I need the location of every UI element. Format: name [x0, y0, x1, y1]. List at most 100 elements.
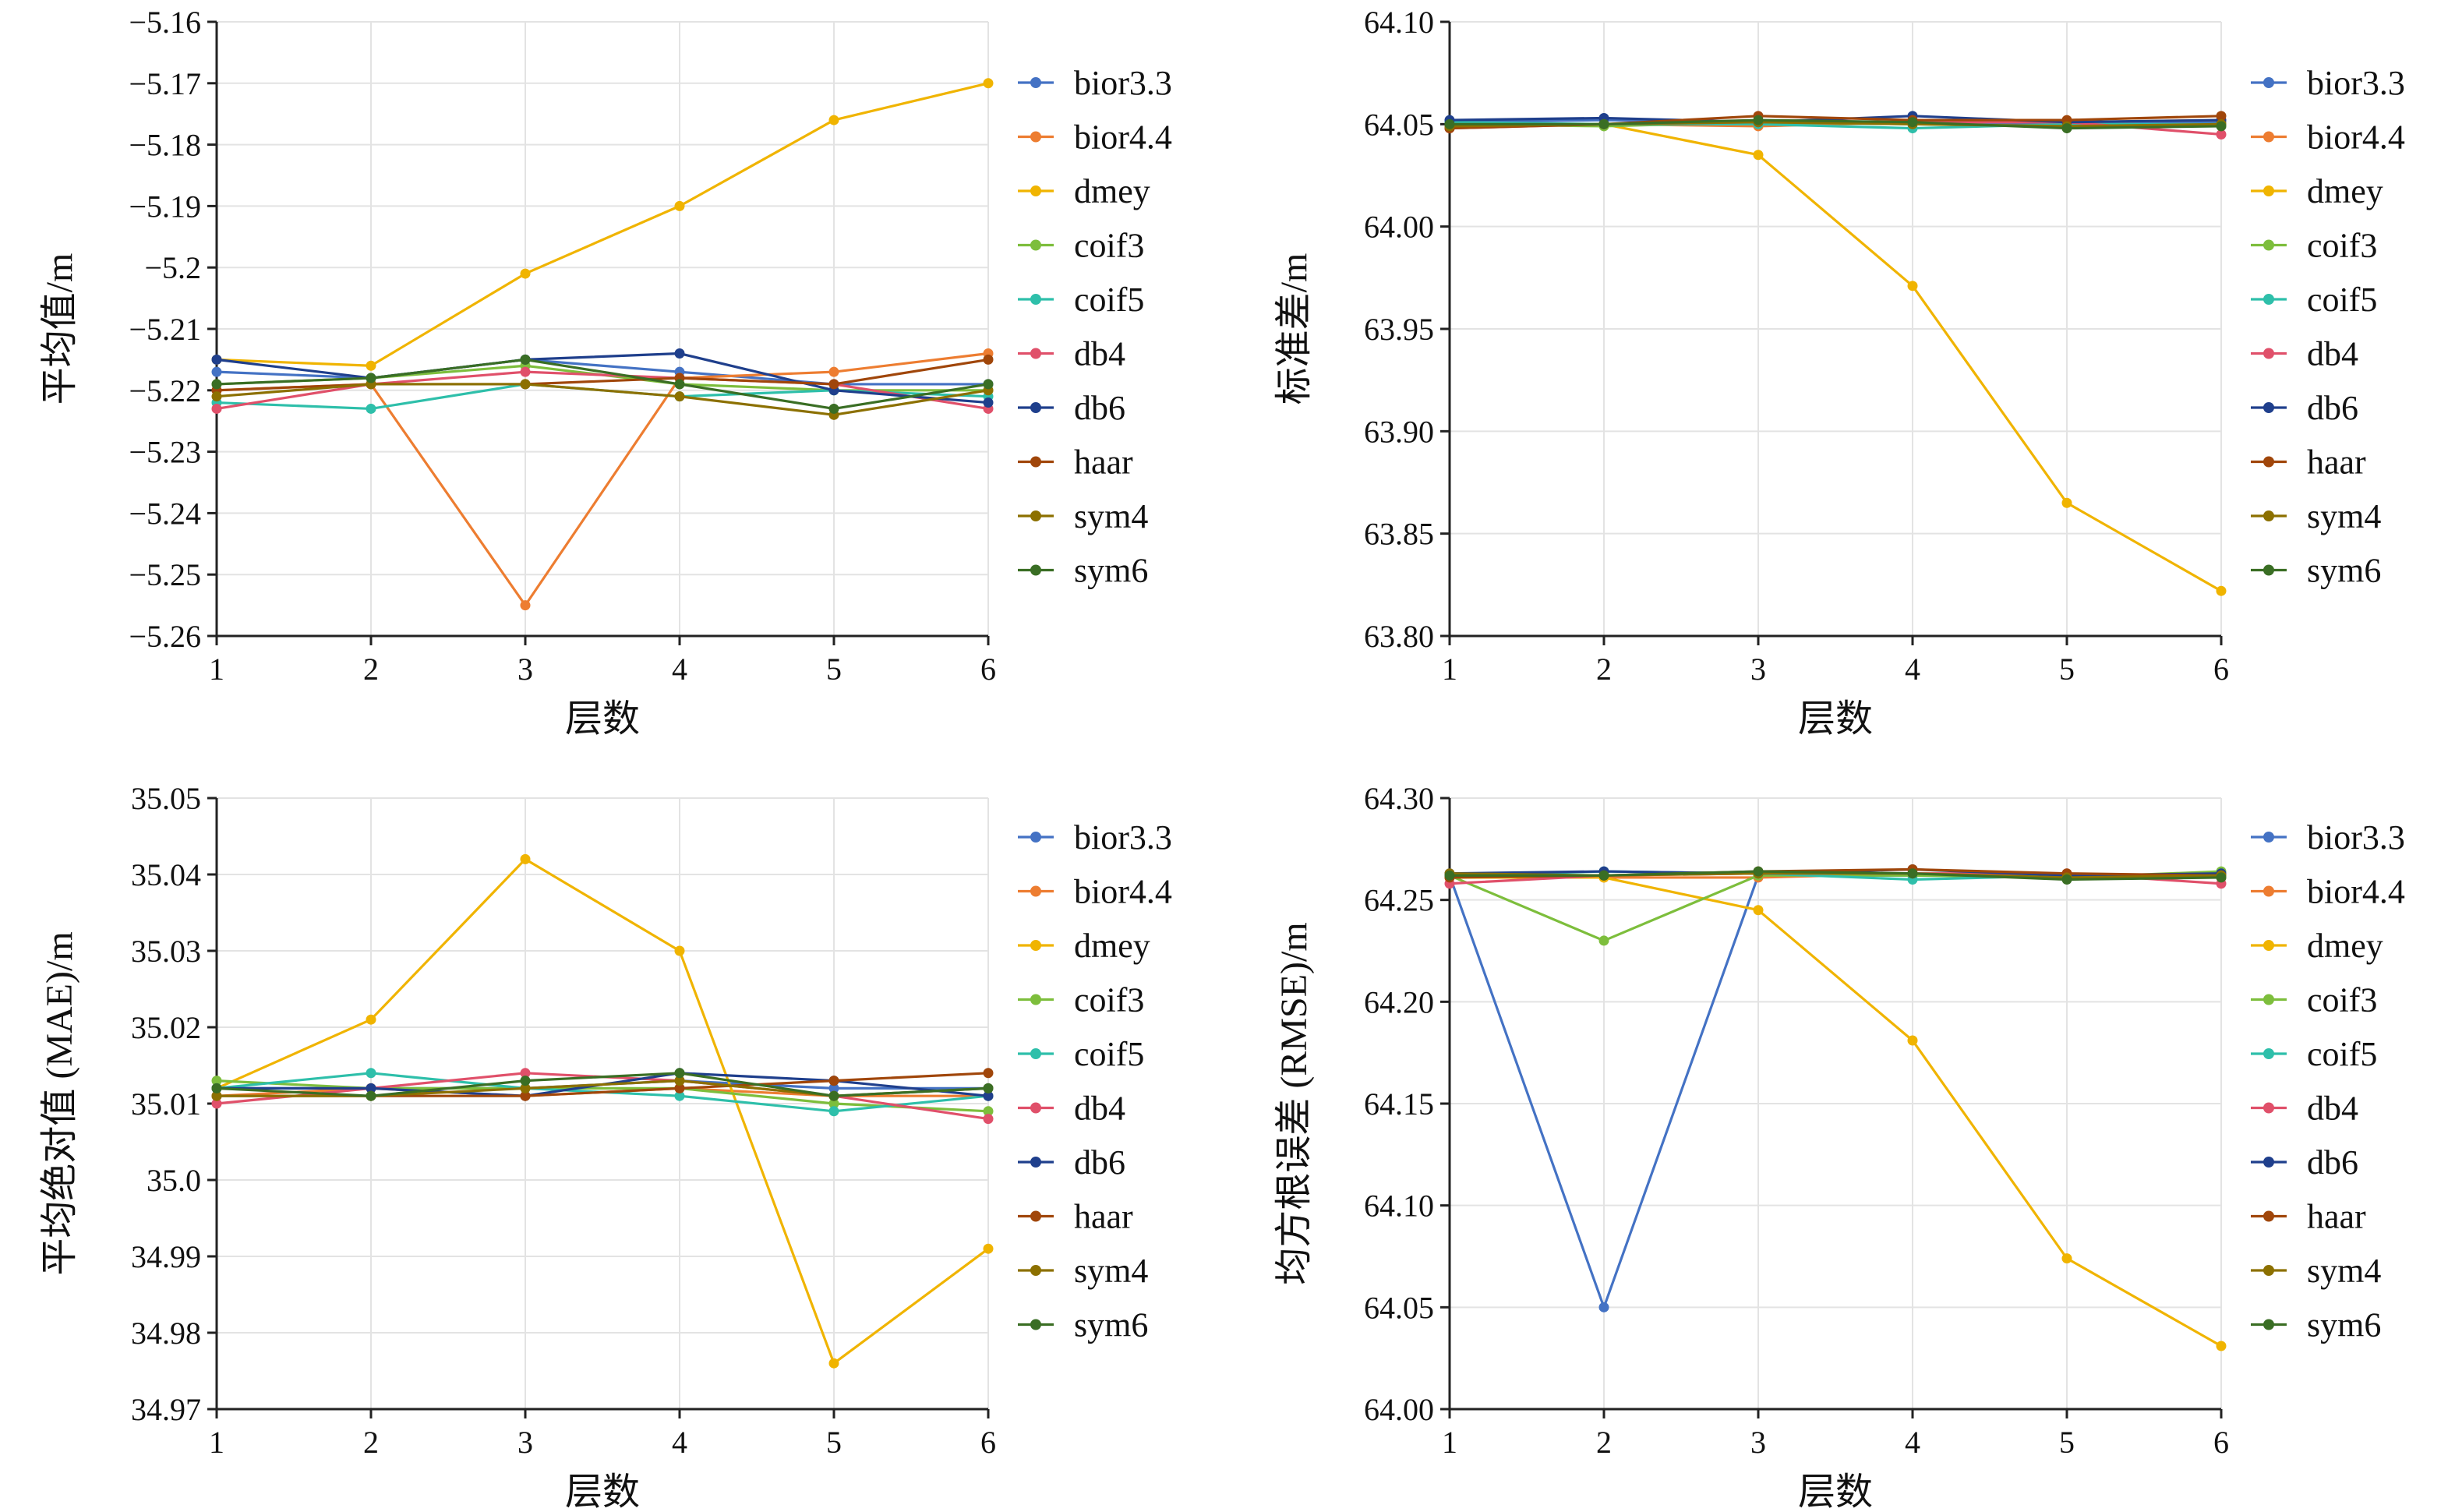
legend-item: sym6	[2251, 1306, 2381, 1344]
series-dmey	[211, 853, 994, 1369]
x-tick-label: 4	[1905, 652, 1920, 687]
data-point	[828, 403, 839, 414]
legend-swatch-marker	[1030, 1265, 1041, 1276]
series-sym6	[211, 1068, 994, 1101]
y-tick-label: −5.22	[129, 373, 201, 408]
x-tick-label: 6	[2213, 652, 2229, 687]
legend-label: sym6	[1074, 1306, 1148, 1344]
legend-item: bior3.3	[1018, 818, 1172, 857]
x-tick-label: 3	[1750, 1425, 1766, 1460]
y-tick-label: 34.98	[131, 1316, 201, 1351]
series-sym6	[211, 354, 994, 414]
legend-label: db6	[1074, 1143, 1125, 1182]
x-tick-label: 5	[2059, 652, 2075, 687]
legend-item: haar	[2251, 443, 2366, 482]
data-point	[983, 379, 994, 390]
series-line	[1450, 870, 2222, 881]
y-tick-label: 63.90	[1364, 414, 1434, 449]
y-axis-title: 平均绝对值 (MAE)/m	[39, 931, 80, 1275]
y-tick-label: 35.04	[131, 857, 201, 892]
legend-item: haar	[1018, 1198, 1133, 1236]
data-point	[366, 1090, 376, 1101]
legend-label: db6	[2307, 389, 2358, 427]
data-point	[1753, 150, 1764, 161]
data-point	[983, 1106, 994, 1117]
legend-label: coif3	[1074, 981, 1144, 1019]
series-line	[1450, 876, 2222, 1348]
legend-swatch-marker	[2263, 348, 2274, 359]
legend-label: coif5	[2307, 1035, 2377, 1073]
legend-swatch-marker	[2263, 1157, 2274, 1168]
data-point	[211, 1098, 222, 1109]
x-tick-label: 1	[1442, 1425, 1457, 1460]
y-tick-label: 35.02	[131, 1010, 201, 1045]
data-point	[1753, 905, 1764, 916]
data-point	[983, 1114, 994, 1125]
legend-item: sym4	[2251, 1252, 2381, 1290]
legend-label: sym4	[2307, 497, 2381, 535]
legend-label: db6	[1074, 389, 1125, 427]
data-point	[828, 366, 839, 377]
legend-swatch-marker	[2263, 885, 2274, 897]
y-axis-title: 平均值/m	[39, 253, 80, 405]
legend-label: sym6	[2307, 552, 2381, 590]
data-point	[2061, 123, 2072, 134]
x-tick-label: 6	[2213, 1425, 2229, 1460]
data-point	[1907, 868, 1918, 879]
legend-item: coif3	[1018, 227, 1144, 265]
data-point	[674, 348, 685, 359]
data-point	[674, 1076, 685, 1086]
legend-label: coif3	[1074, 227, 1144, 265]
y-tick-label: 64.15	[1364, 1086, 1434, 1122]
data-point	[828, 1076, 839, 1086]
data-point	[1598, 935, 1609, 946]
series-line	[216, 82, 989, 367]
data-point	[674, 945, 685, 956]
data-point	[1444, 870, 1455, 881]
series-bior3-3	[1444, 870, 2227, 1312]
legend-label: bior4.4	[1074, 118, 1172, 157]
y-tick-label: −5.25	[129, 557, 201, 592]
data-point	[828, 1083, 839, 1093]
data-point	[828, 1098, 839, 1109]
data-point	[211, 391, 222, 402]
legend-label: db4	[2307, 335, 2358, 373]
data-point	[520, 354, 531, 365]
data-point	[520, 600, 531, 611]
legend-label: sym4	[1074, 497, 1148, 535]
legend-swatch-marker	[1030, 510, 1041, 521]
legend-item: coif5	[1018, 281, 1144, 319]
x-tick-label: 2	[363, 652, 379, 687]
x-axis-title: 层数	[565, 698, 640, 740]
series-line	[216, 1072, 989, 1097]
x-tick-label: 3	[517, 1425, 533, 1460]
legend-item: coif5	[2251, 1035, 2377, 1073]
data-point	[2061, 874, 2072, 885]
series-sym6	[1444, 115, 2227, 134]
legend-item: bior4.4	[1018, 873, 1172, 911]
legend-item: dmey	[2251, 172, 2383, 210]
x-tick-label: 4	[1905, 1425, 1920, 1460]
data-point	[366, 373, 376, 383]
data-point	[1444, 118, 1455, 129]
data-point	[2216, 111, 2227, 122]
legend-swatch-marker	[2263, 239, 2274, 251]
data-point	[2216, 129, 2227, 140]
x-tick-label: 6	[980, 652, 996, 687]
legend-swatch-marker	[2263, 994, 2274, 1005]
legend-item: sym4	[1018, 1252, 1148, 1290]
y-tick-label: 34.99	[131, 1239, 201, 1274]
legend-label: haar	[1074, 443, 1133, 482]
legend-item: db6	[2251, 389, 2358, 427]
data-point	[520, 1090, 531, 1101]
series-sym6	[1444, 866, 2227, 885]
series-line	[216, 1079, 989, 1113]
legend-swatch-marker	[1030, 131, 1041, 143]
y-tick-label: 64.10	[1364, 1189, 1434, 1224]
data-point	[366, 360, 376, 371]
x-tick-label: 5	[826, 652, 842, 687]
legend-swatch-marker	[1030, 348, 1041, 359]
y-tick-label: 34.97	[131, 1392, 201, 1427]
legend-label: dmey	[1074, 172, 1150, 210]
x-tick-label: 3	[1750, 652, 1766, 687]
